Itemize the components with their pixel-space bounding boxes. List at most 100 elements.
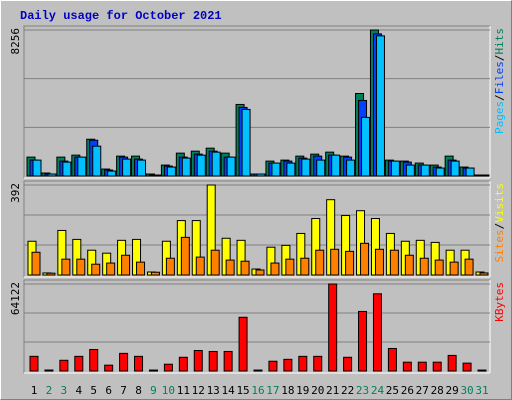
x-tick-label: 25 (386, 384, 399, 397)
x-tick-label: 16 (251, 384, 264, 397)
bar (47, 173, 57, 177)
x-tick-label: 24 (371, 384, 385, 397)
bar (165, 257, 175, 276)
bar (178, 356, 188, 372)
bar (360, 242, 370, 276)
y-tick-label: 64122 (9, 282, 22, 315)
x-tick-label: 31 (475, 384, 488, 397)
x-tick-label: 22 (341, 384, 354, 397)
bar (106, 262, 116, 276)
bar (404, 254, 414, 276)
legend-entry: Files (493, 61, 506, 94)
bar (434, 259, 444, 276)
x-tick-label: 7 (120, 384, 127, 397)
bar (313, 355, 323, 372)
bar (283, 358, 293, 372)
bar (300, 257, 310, 276)
bar (361, 116, 371, 177)
bar (74, 355, 84, 372)
x-tick-label: 14 (222, 384, 236, 397)
bar (450, 160, 460, 177)
x-tick-label: 30 (460, 384, 473, 397)
x-tick-label: 23 (356, 384, 369, 397)
x-tick-label: 13 (207, 384, 220, 397)
bar (372, 293, 382, 372)
bar (211, 151, 221, 177)
bar (208, 350, 218, 372)
x-tick-label: 5 (90, 384, 97, 397)
bar (134, 355, 144, 372)
bar (298, 355, 308, 372)
bar (32, 159, 42, 177)
bar (315, 249, 325, 276)
bar (119, 352, 129, 372)
x-tick-label: 3 (61, 384, 68, 397)
bar (61, 258, 71, 276)
bar (91, 263, 101, 276)
x-tick-label: 18 (281, 384, 294, 397)
bar (241, 108, 251, 177)
bar (345, 250, 355, 276)
bar (166, 166, 176, 177)
bar (256, 173, 266, 177)
bar (477, 369, 487, 372)
bar (402, 361, 412, 372)
x-tick-label: 8 (135, 384, 142, 397)
bar (389, 249, 399, 276)
bar (464, 258, 474, 276)
legend: Sites/Visits (493, 183, 506, 263)
bar (238, 316, 248, 372)
bar (253, 369, 263, 372)
bar (268, 360, 278, 372)
x-tick-label: 17 (266, 384, 279, 397)
legend-entry: KBytes (493, 282, 506, 322)
bar (29, 355, 39, 372)
bar (358, 310, 368, 372)
x-tick-label: 6 (105, 384, 112, 397)
bar (122, 158, 132, 177)
bar (77, 156, 87, 177)
x-tick-label: 15 (236, 384, 249, 397)
bar (223, 350, 233, 372)
legend-entry: Hits (493, 28, 506, 55)
bar (328, 283, 338, 372)
y-tick-label: 392 (9, 183, 22, 203)
legend: Pages/Files/Hits (493, 28, 506, 134)
bar (390, 160, 400, 177)
bar (44, 369, 54, 372)
bar (150, 271, 160, 276)
bar (107, 170, 117, 177)
bar (92, 145, 102, 177)
bar (89, 348, 99, 372)
legend-entry: Sites (493, 229, 506, 262)
legend-separator: / (493, 55, 506, 62)
bar (330, 248, 340, 276)
bar (465, 167, 475, 177)
x-tick-label: 9 (150, 384, 157, 397)
legend-separator: / (493, 94, 506, 101)
bar (193, 350, 203, 372)
bar (225, 259, 235, 276)
bar (435, 167, 445, 177)
bar (285, 258, 295, 276)
x-tick-label: 11 (177, 384, 190, 397)
bar (46, 272, 56, 276)
bar (195, 256, 205, 276)
bar (163, 363, 173, 372)
bar (462, 362, 472, 372)
bar (181, 157, 191, 177)
bar (151, 174, 161, 177)
x-tick-label: 28 (431, 384, 444, 397)
y-tick-label: 8256 (9, 28, 22, 55)
bar (136, 261, 146, 276)
bar (331, 154, 341, 177)
bar (419, 257, 429, 276)
bar (432, 361, 442, 372)
bar (76, 258, 86, 276)
bar (420, 164, 430, 177)
x-tick-label: 19 (296, 384, 309, 397)
x-tick-label: 29 (446, 384, 459, 397)
bar (240, 260, 250, 276)
x-tick-label: 27 (416, 384, 429, 397)
